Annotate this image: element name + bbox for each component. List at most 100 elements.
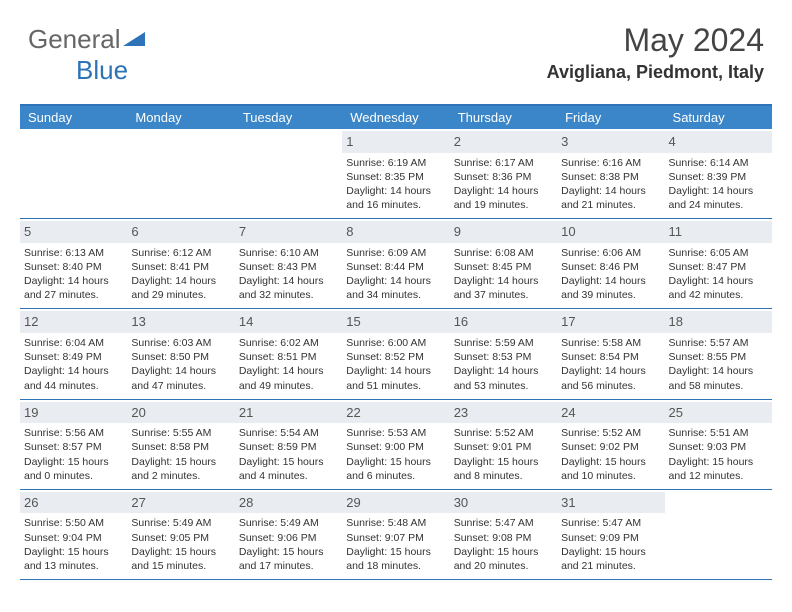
location-subtitle: Avigliana, Piedmont, Italy [547,62,764,83]
calendar-day: 20Sunrise: 5:55 AMSunset: 8:58 PMDayligh… [127,400,234,489]
calendar-day [127,129,234,218]
calendar-day: 9Sunrise: 6:08 AMSunset: 8:45 PMDaylight… [450,219,557,308]
sunrise-text: Sunrise: 5:49 AM [131,516,230,530]
sunrise-text: Sunrise: 5:50 AM [24,516,123,530]
weekday-header: Sunday [20,106,127,129]
daylight-text: and 20 minutes. [454,559,553,573]
sunrise-text: Sunrise: 5:55 AM [131,426,230,440]
calendar-day: 22Sunrise: 5:53 AMSunset: 9:00 PMDayligh… [342,400,449,489]
calendar-day: 6Sunrise: 6:12 AMSunset: 8:41 PMDaylight… [127,219,234,308]
daylight-text: Daylight: 15 hours [346,455,445,469]
daylight-text: and 12 minutes. [669,469,768,483]
calendar-day [235,129,342,218]
calendar-week: 5Sunrise: 6:13 AMSunset: 8:40 PMDaylight… [20,219,772,309]
day-number: 1 [342,131,449,153]
sunrise-text: Sunrise: 5:52 AM [454,426,553,440]
sunset-text: Sunset: 9:07 PM [346,531,445,545]
day-number: 26 [20,492,127,514]
daylight-text: Daylight: 14 hours [669,274,768,288]
sunrise-text: Sunrise: 6:00 AM [346,336,445,350]
weekday-header: Tuesday [235,106,342,129]
daylight-text: and 32 minutes. [239,288,338,302]
daylight-text: and 58 minutes. [669,379,768,393]
weekday-header: Thursday [450,106,557,129]
daylight-text: and 51 minutes. [346,379,445,393]
daylight-text: and 37 minutes. [454,288,553,302]
day-number: 20 [127,402,234,424]
daylight-text: Daylight: 14 hours [561,184,660,198]
sunset-text: Sunset: 8:53 PM [454,350,553,364]
daylight-text: Daylight: 14 hours [346,274,445,288]
daylight-text: and 53 minutes. [454,379,553,393]
daylight-text: and 27 minutes. [24,288,123,302]
day-number: 12 [20,311,127,333]
daylight-text: and 34 minutes. [346,288,445,302]
day-number: 13 [127,311,234,333]
calendar-day: 12Sunrise: 6:04 AMSunset: 8:49 PMDayligh… [20,309,127,398]
sunrise-text: Sunrise: 5:59 AM [454,336,553,350]
day-number: 30 [450,492,557,514]
sunrise-text: Sunrise: 5:57 AM [669,336,768,350]
sunrise-text: Sunrise: 6:19 AM [346,156,445,170]
daylight-text: Daylight: 14 hours [239,274,338,288]
calendar-day: 10Sunrise: 6:06 AMSunset: 8:46 PMDayligh… [557,219,664,308]
sunrise-text: Sunrise: 5:47 AM [561,516,660,530]
calendar-day: 5Sunrise: 6:13 AMSunset: 8:40 PMDaylight… [20,219,127,308]
calendar-day: 19Sunrise: 5:56 AMSunset: 8:57 PMDayligh… [20,400,127,489]
sunrise-text: Sunrise: 6:13 AM [24,246,123,260]
sunset-text: Sunset: 8:36 PM [454,170,553,184]
daylight-text: and 0 minutes. [24,469,123,483]
daylight-text: Daylight: 14 hours [131,364,230,378]
sunrise-text: Sunrise: 5:51 AM [669,426,768,440]
daylight-text: Daylight: 14 hours [454,184,553,198]
calendar-day: 21Sunrise: 5:54 AMSunset: 8:59 PMDayligh… [235,400,342,489]
calendar-day: 1Sunrise: 6:19 AMSunset: 8:35 PMDaylight… [342,129,449,218]
daylight-text: and 19 minutes. [454,198,553,212]
calendar-week: 1Sunrise: 6:19 AMSunset: 8:35 PMDaylight… [20,129,772,219]
sunset-text: Sunset: 8:58 PM [131,440,230,454]
day-number: 17 [557,311,664,333]
sunrise-text: Sunrise: 5:58 AM [561,336,660,350]
calendar-day: 7Sunrise: 6:10 AMSunset: 8:43 PMDaylight… [235,219,342,308]
sunset-text: Sunset: 9:00 PM [346,440,445,454]
day-number: 19 [20,402,127,424]
day-number: 6 [127,221,234,243]
calendar-day: 8Sunrise: 6:09 AMSunset: 8:44 PMDaylight… [342,219,449,308]
daylight-text: Daylight: 14 hours [561,364,660,378]
sunset-text: Sunset: 8:49 PM [24,350,123,364]
logo: General Blue [28,24,145,86]
calendar: SundayMondayTuesdayWednesdayThursdayFrid… [20,104,772,580]
daylight-text: Daylight: 14 hours [239,364,338,378]
sunset-text: Sunset: 8:50 PM [131,350,230,364]
calendar-day: 24Sunrise: 5:52 AMSunset: 9:02 PMDayligh… [557,400,664,489]
calendar-day: 26Sunrise: 5:50 AMSunset: 9:04 PMDayligh… [20,490,127,579]
day-number: 14 [235,311,342,333]
sunset-text: Sunset: 9:01 PM [454,440,553,454]
day-number: 27 [127,492,234,514]
sunset-text: Sunset: 8:55 PM [669,350,768,364]
sunset-text: Sunset: 8:43 PM [239,260,338,274]
sunset-text: Sunset: 9:06 PM [239,531,338,545]
calendar-week: 19Sunrise: 5:56 AMSunset: 8:57 PMDayligh… [20,400,772,490]
daylight-text: and 21 minutes. [561,559,660,573]
daylight-text: and 29 minutes. [131,288,230,302]
sunrise-text: Sunrise: 6:06 AM [561,246,660,260]
sunrise-text: Sunrise: 5:49 AM [239,516,338,530]
day-number: 28 [235,492,342,514]
calendar-day: 27Sunrise: 5:49 AMSunset: 9:05 PMDayligh… [127,490,234,579]
sunset-text: Sunset: 8:59 PM [239,440,338,454]
daylight-text: Daylight: 15 hours [669,455,768,469]
daylight-text: Daylight: 15 hours [561,455,660,469]
daylight-text: and 17 minutes. [239,559,338,573]
daylight-text: and 16 minutes. [346,198,445,212]
sunset-text: Sunset: 9:02 PM [561,440,660,454]
sunset-text: Sunset: 9:09 PM [561,531,660,545]
day-number: 31 [557,492,664,514]
day-number: 2 [450,131,557,153]
sunrise-text: Sunrise: 6:17 AM [454,156,553,170]
daylight-text: Daylight: 14 hours [454,274,553,288]
weekday-header: Saturday [665,106,772,129]
daylight-text: and 56 minutes. [561,379,660,393]
sunset-text: Sunset: 8:44 PM [346,260,445,274]
calendar-day [20,129,127,218]
